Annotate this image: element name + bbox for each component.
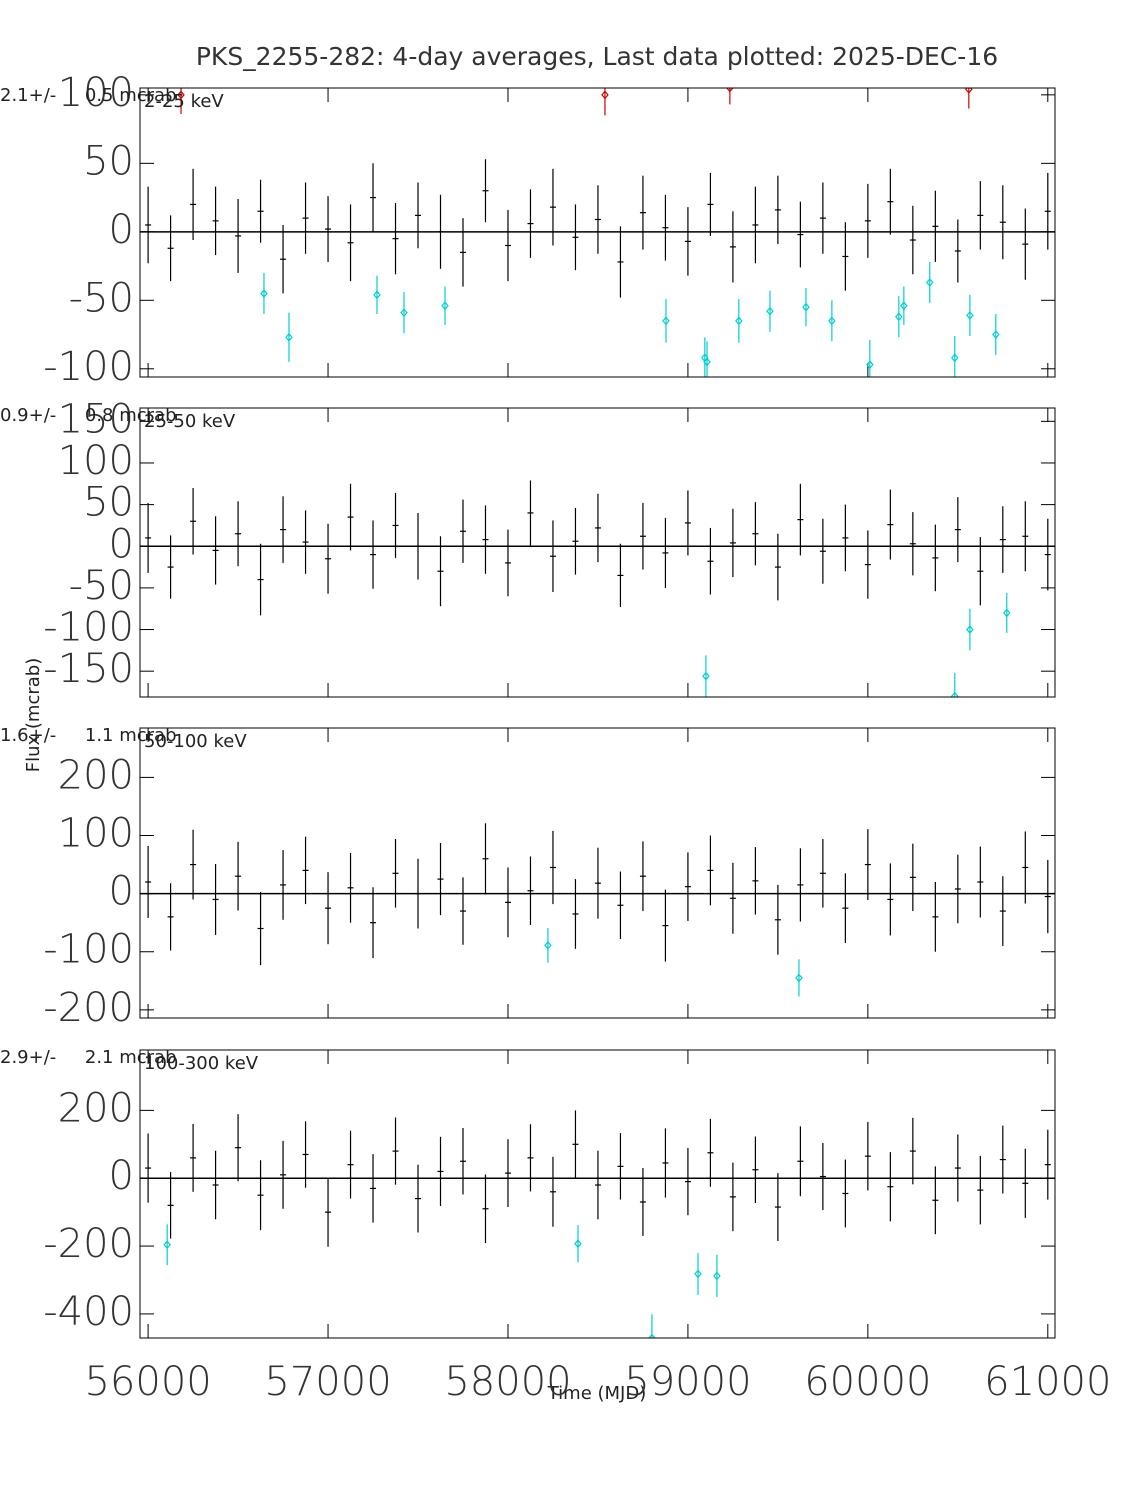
- data-point: [662, 316, 670, 326]
- y-tick-label: -200: [43, 1221, 134, 1267]
- x-tick-label: 58000: [444, 1359, 571, 1405]
- y-tick-label: -50: [69, 563, 134, 609]
- plot-frame: [139, 1049, 1056, 1339]
- data-point: [735, 316, 743, 326]
- data-point: [544, 940, 552, 950]
- plot-area: [145, 823, 1051, 997]
- chart-title: PKS_2255-282: 4-day averages, Last data …: [196, 42, 998, 71]
- mean-label: 1.6+/- 1.1 mcrab: [0, 725, 177, 746]
- data-point: [260, 289, 268, 298]
- band-label: 50-100 keV: [144, 731, 247, 752]
- data-point: [648, 1333, 656, 1338]
- data-point: [713, 1271, 721, 1281]
- data-point: [703, 357, 711, 367]
- data-point: [702, 671, 710, 681]
- data-point: [1002, 608, 1011, 618]
- y-tick-label: 0: [109, 869, 134, 915]
- data-point: [992, 330, 1000, 339]
- x-tick-label: 56000: [84, 1359, 211, 1405]
- y-tick-label: 50: [83, 480, 134, 526]
- y-tick-label: 100: [58, 811, 134, 857]
- plot-area: [145, 1110, 1051, 1338]
- data-point: [966, 310, 974, 320]
- x-axis-label: Time (MJD): [547, 1383, 647, 1404]
- y-tick-label: 0: [109, 521, 134, 567]
- y-tick-label: 200: [58, 752, 134, 798]
- y-tick-label: -50: [69, 275, 134, 321]
- data-point: [866, 360, 874, 370]
- y-tick-label: -100: [43, 605, 134, 651]
- data-point: [795, 973, 803, 983]
- y-tick-label: -100: [43, 344, 134, 390]
- x-tick-label: 59000: [624, 1359, 751, 1405]
- data-point: [373, 290, 381, 300]
- data-point: [802, 302, 810, 312]
- band-label: 100-300 keV: [144, 1053, 259, 1074]
- mean-label: 2.9+/- 2.1 mcrab: [0, 1047, 177, 1068]
- data-point: [441, 301, 449, 311]
- data-point: [601, 90, 609, 100]
- data-point: [694, 1269, 702, 1279]
- y-tick-label: 150: [58, 396, 134, 442]
- plot-frame: [139, 407, 1056, 698]
- data-point: [177, 90, 185, 100]
- data-point: [950, 353, 959, 363]
- y-tick-label: -400: [43, 1289, 134, 1335]
- data-point: [900, 301, 908, 311]
- y-tick-label: -100: [43, 927, 134, 973]
- y-tick-label: 0: [109, 1153, 134, 1199]
- plot-area: [145, 88, 1051, 377]
- y-tick-label: -200: [43, 985, 134, 1031]
- data-point: [163, 1240, 171, 1250]
- y-tick-label: 200: [58, 1085, 134, 1131]
- mean-label: 2.1+/- 0.5 mcrab: [0, 85, 177, 106]
- data-point: [925, 278, 934, 287]
- data-point: [950, 691, 959, 697]
- y-tick-label: -150: [43, 646, 134, 692]
- plot-frame: [139, 87, 1056, 378]
- data-point: [726, 88, 734, 93]
- y-axis-label: Flux (mcrab): [23, 658, 44, 772]
- mean-label: 0.9+/- 0.8 mcrab: [0, 405, 177, 426]
- y-tick-label: 0: [109, 207, 134, 253]
- data-point: [966, 625, 974, 634]
- data-point: [574, 1239, 582, 1249]
- y-tick-label: 100: [58, 70, 134, 116]
- data-point: [828, 316, 836, 326]
- band-label: 25-50 keV: [144, 411, 236, 432]
- plot-area: [145, 480, 1051, 697]
- x-tick-label: 60000: [804, 1359, 931, 1405]
- data-point: [895, 312, 903, 322]
- band-label: 2-25 keV: [144, 91, 224, 112]
- data-point: [285, 332, 293, 342]
- y-tick-label: 50: [83, 138, 134, 184]
- y-tick-label: 100: [58, 438, 134, 484]
- x-tick-label: 61000: [984, 1359, 1111, 1405]
- data-point: [400, 308, 408, 318]
- data-point: [766, 306, 774, 316]
- plot-frame: [139, 727, 1056, 1019]
- x-tick-label: 57000: [264, 1359, 391, 1405]
